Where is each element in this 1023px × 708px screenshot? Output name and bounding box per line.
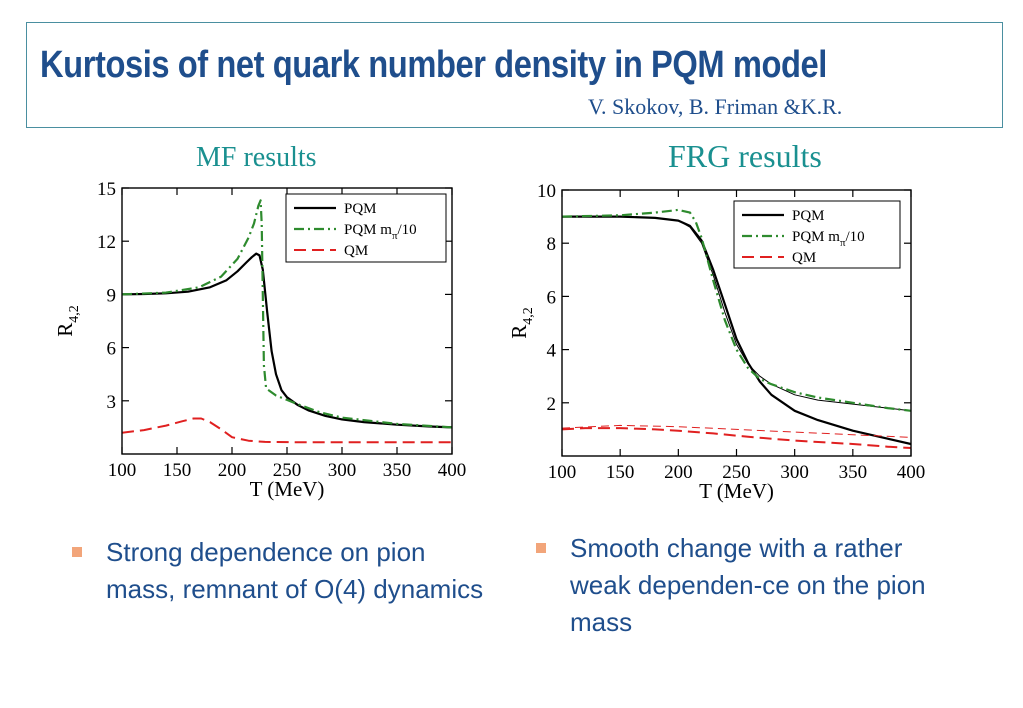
frg-bullet-item: Smooth change with a rather weak depende… [536,530,966,641]
series-line-pqm-mpi10 [122,199,452,429]
frg-bullet-text: Smooth change with a rather weak depende… [570,533,926,637]
series-line-pqm [122,252,452,429]
y-tick-label: 3 [107,392,117,413]
frg-results-heading: FRG results [668,138,822,174]
y-tick-label: 9 [107,285,117,306]
series-line-qm [562,427,911,449]
y-tick-label: 12 [97,232,116,253]
x-tick-label: 300 [328,460,357,481]
x-tick-label: 150 [163,460,192,481]
mf-bullet-item: Strong dependence on pion mass, remnant … [72,534,492,608]
square-bullet-icon [72,547,82,557]
title-frame [26,22,1003,128]
x-tick-label: 250 [273,460,302,481]
x-tick-label: 100 [108,460,137,481]
series-line-pqm-thin [562,216,911,412]
authors-line: V. Skokov, B. Friman &K.R. [588,94,843,119]
legend-label-qm: QM [344,243,368,259]
legend-label-qm: QM [792,250,816,266]
x-axis-label: T (MeV) [699,479,774,503]
plot-frame [561,189,912,457]
y-tick-label: 15 [97,179,116,200]
mf-bullet-text: Strong dependence on pion mass, remnant … [106,537,484,604]
slide-title: Kurtosis of net quark number density in … [40,44,827,86]
square-bullet-icon [536,543,546,553]
x-tick-label: 100 [548,462,577,483]
x-tick-label: 200 [218,460,247,481]
legend-label-pqm: PQM [344,201,377,217]
y-tick-label: 6 [107,339,117,360]
x-tick-label: 250 [722,462,751,483]
legend-label-pqm-mpi10: PQM mπ/10 [344,222,417,242]
plot-frame [121,187,453,455]
y-tick-label: 6 [547,287,557,308]
x-tick-label: 150 [606,462,635,483]
x-tick-label: 200 [664,462,693,483]
series-line-qm-thin [562,424,911,438]
y-tick-label: 8 [547,234,557,255]
y-axis-label: R4,2 [507,307,536,339]
x-tick-label: 300 [780,462,809,483]
x-tick-label: 400 [897,462,926,483]
legend-label-pqm-mpi10: PQM mπ/10 [792,229,865,249]
x-axis-label: T (MeV) [250,477,325,501]
x-tick-label: 350 [383,460,412,481]
legend-label-pqm: PQM [792,208,825,224]
y-tick-label: 4 [547,341,557,362]
mf-bullet-list: Strong dependence on pion mass, remnant … [72,534,492,608]
frg-bullet-list: Smooth change with a rather weak depende… [536,530,966,641]
x-tick-label: 350 [839,462,868,483]
x-tick-label: 400 [438,460,467,481]
mf-results-heading: MF results [196,142,317,173]
y-tick-label: 10 [537,181,556,202]
y-tick-label: 2 [547,394,557,415]
